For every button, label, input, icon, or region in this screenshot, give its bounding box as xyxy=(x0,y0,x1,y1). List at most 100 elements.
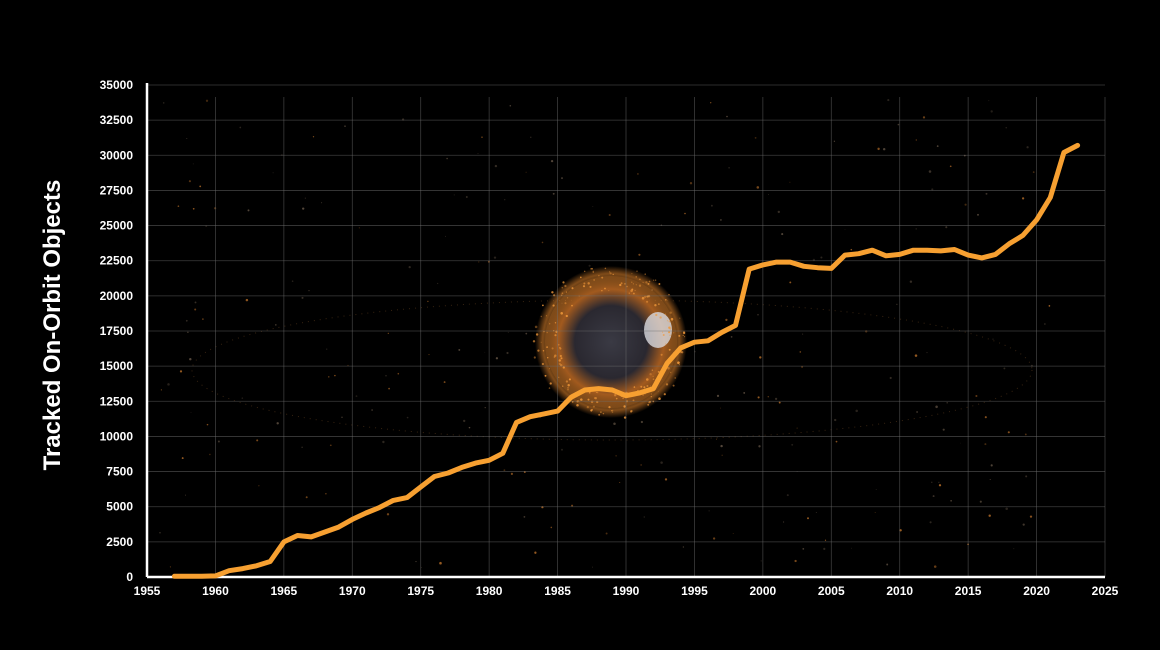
globe-debris-speck xyxy=(657,370,660,373)
globe-debris-speck xyxy=(604,267,607,270)
globe-debris-speck xyxy=(668,331,671,334)
x-tick-label: 1995 xyxy=(681,584,708,598)
debris-dot xyxy=(408,265,411,269)
debris-dot xyxy=(478,261,480,263)
debris-dot xyxy=(760,560,762,562)
x-tick-label: 1965 xyxy=(271,584,298,598)
globe-debris-speck xyxy=(650,395,652,398)
debris-dot xyxy=(504,199,506,201)
debris-dot xyxy=(796,427,798,429)
debris-dot xyxy=(192,163,194,165)
globe-debris-speck xyxy=(677,361,680,365)
globe-debris-speck xyxy=(647,403,650,406)
debris-dot xyxy=(767,396,769,398)
globe-debris-speck xyxy=(561,292,564,295)
debris-dot xyxy=(789,181,791,183)
debris-dot xyxy=(382,440,385,444)
x-tick-label: 2010 xyxy=(886,584,913,598)
globe-debris-speck xyxy=(654,279,657,282)
globe-debris-speck xyxy=(682,334,684,336)
debris-dot xyxy=(406,416,409,419)
globe-debris-speck xyxy=(534,325,538,329)
debris-dot xyxy=(428,354,430,356)
globe-debris-speck xyxy=(593,279,595,281)
globe-debris-speck xyxy=(678,361,680,364)
globe-debris-speck xyxy=(546,346,548,348)
gridlines xyxy=(147,84,1106,577)
debris-dot xyxy=(768,193,770,195)
globe-debris-speck xyxy=(592,271,594,273)
globe-debris-speck xyxy=(622,397,624,399)
x-tick-label: 2005 xyxy=(818,584,845,598)
debris-dot xyxy=(468,426,471,429)
globe-debris-speck xyxy=(659,316,662,319)
debris-dot xyxy=(726,115,728,118)
debris-dot xyxy=(477,153,479,155)
debris-dot xyxy=(525,171,527,173)
debris-dot xyxy=(1029,515,1033,518)
debris-dots xyxy=(159,99,1051,569)
debris-dot xyxy=(301,446,303,448)
globe-debris-speck xyxy=(596,391,599,394)
globe-debris-speck xyxy=(549,323,551,325)
debris-dot xyxy=(774,397,778,401)
debris-dot xyxy=(159,532,161,534)
debris-dot xyxy=(938,484,942,487)
debris-globe-background xyxy=(159,99,1051,569)
debris-dot xyxy=(807,517,809,520)
globe-debris-speck xyxy=(645,281,648,284)
debris-dot xyxy=(347,364,349,366)
debris-dot xyxy=(643,516,645,518)
globe-debris-speck xyxy=(674,377,676,379)
globe-debris-speck xyxy=(638,284,642,287)
debris-dot xyxy=(915,228,917,230)
globe-debris-speck xyxy=(588,391,591,394)
debris-dot xyxy=(194,308,197,311)
globe-debris-speck xyxy=(662,331,664,333)
series-line-tracked-objects xyxy=(171,142,1081,579)
x-tick-label: 2000 xyxy=(750,584,777,598)
debris-ring xyxy=(191,299,1033,441)
debris-dot xyxy=(984,416,987,419)
globe-debris-speck xyxy=(662,334,665,336)
debris-dot xyxy=(272,172,274,174)
debris-dot xyxy=(205,99,209,102)
debris-dot xyxy=(388,387,390,390)
globe-debris-speck xyxy=(636,270,638,272)
globe-debris-speck xyxy=(646,378,649,381)
debris-dot xyxy=(720,407,722,409)
debris-dot xyxy=(708,510,710,512)
debris-dot xyxy=(446,157,448,160)
globe-debris-speck xyxy=(601,276,604,279)
debris-dot xyxy=(977,213,979,216)
debris-dot xyxy=(850,248,853,251)
debris-dot xyxy=(756,186,760,189)
debris-dot xyxy=(1013,548,1015,550)
debris-dot xyxy=(592,566,594,568)
globe-debris-speck xyxy=(624,282,626,285)
globe-debris-speck xyxy=(665,299,667,301)
globe-debris-speck xyxy=(682,331,686,335)
debris-dot xyxy=(915,139,917,141)
globe-debris-speck xyxy=(595,391,597,393)
globe-debris-speck xyxy=(632,283,634,285)
debris-dot xyxy=(239,126,242,129)
debris-dot xyxy=(1044,323,1046,325)
globe-debris-speck xyxy=(590,268,592,270)
debris-dot xyxy=(715,438,718,440)
debris-dot xyxy=(358,227,360,229)
debris-dot xyxy=(276,422,279,425)
globe-debris-speck xyxy=(642,394,644,396)
globe-debris-speck xyxy=(541,362,545,366)
globe-debris-speck xyxy=(681,351,684,354)
debris-dot xyxy=(824,539,827,541)
debris-dot xyxy=(710,204,713,207)
debris-dot xyxy=(162,102,165,104)
globe-debris-speck xyxy=(568,378,571,381)
debris-dot xyxy=(386,513,390,516)
y-tick-label: 7500 xyxy=(106,465,133,479)
debris-dot xyxy=(875,489,877,490)
debris-dot xyxy=(421,567,422,569)
debris-dot xyxy=(833,140,836,142)
globe-debris-speck xyxy=(665,383,669,386)
